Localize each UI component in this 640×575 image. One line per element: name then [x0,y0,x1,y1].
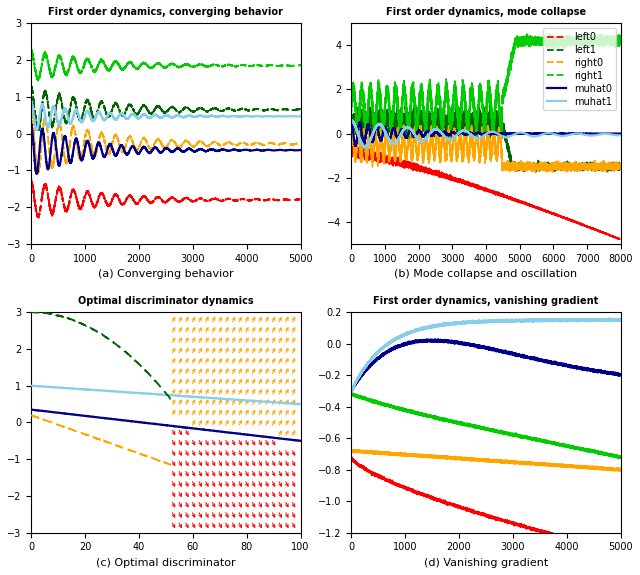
X-axis label: (c) Optimal discriminator: (c) Optimal discriminator [96,558,236,568]
Title: Optimal discriminator dynamics: Optimal discriminator dynamics [78,296,253,306]
X-axis label: (a) Converging behavior: (a) Converging behavior [98,269,234,279]
Title: First order dynamics, mode collapse: First order dynamics, mode collapse [386,7,586,17]
Legend: left0, left1, right0, right1, muhat0, muhat1: left0, left1, right0, right1, muhat0, mu… [543,28,616,110]
X-axis label: (d) Vanishing gradient: (d) Vanishing gradient [424,558,548,568]
Title: First order dynamics, vanishing gradient: First order dynamics, vanishing gradient [373,296,598,306]
Title: First order dynamics, converging behavior: First order dynamics, converging behavio… [49,7,284,17]
X-axis label: (b) Mode collapse and oscillation: (b) Mode collapse and oscillation [394,269,577,279]
